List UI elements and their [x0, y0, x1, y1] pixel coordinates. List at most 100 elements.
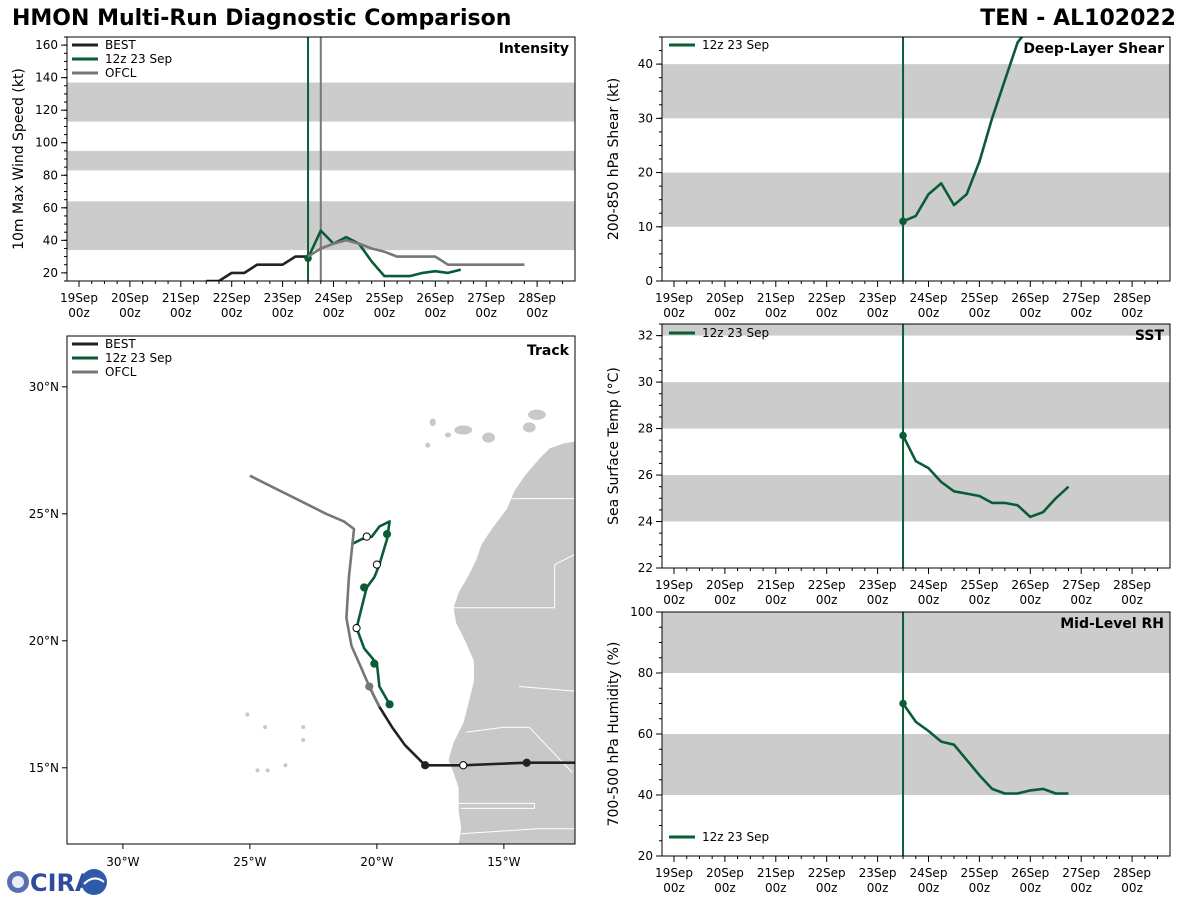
track-x-tick-label: 30°W — [106, 855, 139, 869]
track-marker-best — [522, 758, 531, 767]
sst-panel-title: SST — [1135, 328, 1165, 344]
intensity-x-tick-day: 24Sep — [315, 291, 353, 305]
cape-verde-island-4 — [301, 725, 306, 730]
country-border-3 — [458, 802, 535, 809]
shear-x-tick-hour: 00z — [969, 306, 991, 320]
track-x-tick-label: 20°W — [360, 855, 393, 869]
sst-x-tick-hour: 00z — [1070, 593, 1092, 607]
sst-x-tick-day: 20Sep — [706, 578, 744, 592]
rh-x-tick-hour: 00z — [918, 881, 940, 895]
canary-island-5 — [429, 418, 436, 427]
sst-series-run — [901, 434, 1070, 519]
sst-x-tick-hour: 00z — [765, 593, 787, 607]
shear-x-tick-day: 26Sep — [1011, 291, 1049, 305]
intensity-y-axis-label: 10m Max Wind Speed (kt) — [11, 68, 27, 250]
intensity-series-ofcl — [307, 239, 525, 267]
rh-x-tick-hour: 00z — [1121, 881, 1143, 895]
track-marker-best — [459, 761, 468, 770]
intensity-series-best — [206, 255, 308, 281]
sst-start-marker — [899, 431, 907, 440]
intensity-x-tick-hour: 00z — [221, 306, 243, 320]
track-y-tick-label: 15°N — [29, 761, 59, 775]
intensity-x-tick-day: 26Sep — [416, 291, 454, 305]
rh-y-tick-label: 40 — [638, 788, 653, 802]
shear-x-tick-day: 27Sep — [1062, 291, 1100, 305]
sst-band-1 — [662, 382, 1170, 429]
shear-x-tick-day: 25Sep — [960, 291, 998, 305]
intensity-legend-label: 12z 23 Sep — [105, 52, 172, 66]
intensity-x-tick-day: 23Sep — [264, 291, 302, 305]
track-marker-ofcl — [365, 682, 374, 691]
rh-x-tick-hour: 00z — [765, 881, 787, 895]
intensity-y-tick-label: 20 — [43, 266, 58, 280]
shear-y-tick-label: 20 — [638, 166, 653, 180]
shear-x-tick-day: 22Sep — [808, 291, 846, 305]
shear-y-axis-label: 200-850 hPa Shear (kt) — [606, 78, 622, 240]
shear-x-tick-hour: 00z — [918, 306, 940, 320]
page-title: HMON Multi-Run Diagnostic Comparison — [12, 6, 512, 31]
track-legend-label: 12z 23 Sep — [105, 351, 172, 365]
cape-verde-island-1 — [263, 725, 268, 730]
shear-x-tick-day: 23Sep — [859, 291, 897, 305]
cape-verde-island-6 — [265, 768, 270, 773]
intensity-x-tick-hour: 00z — [170, 306, 192, 320]
intensity-plot-area — [67, 37, 575, 281]
sst-x-tick-day: 24Sep — [910, 578, 948, 592]
intensity-x-tick-hour: 00z — [374, 306, 396, 320]
madeira-island — [451, 316, 461, 320]
sst-x-tick-hour: 00z — [816, 593, 838, 607]
sst-x-tick-hour: 00z — [969, 593, 991, 607]
sst-x-tick-hour: 00z — [663, 593, 685, 607]
rh-x-tick-day: 27Sep — [1062, 866, 1100, 880]
shear-y-tick-label: 40 — [638, 57, 653, 71]
rh-x-tick-day: 26Sep — [1011, 866, 1049, 880]
rh-x-tick-hour: 00z — [816, 881, 838, 895]
intensity-y-tick-label: 80 — [43, 168, 58, 182]
rh-x-tick-hour: 00z — [969, 881, 991, 895]
track-y-tick-label: 30°N — [29, 380, 59, 394]
rh-y-tick-label: 80 — [638, 666, 653, 680]
intensity-x-tick-hour: 00z — [475, 306, 497, 320]
rh-series-run — [901, 702, 1069, 795]
intensity-y-tick-label: 60 — [43, 201, 58, 215]
shear-x-tick-day: 21Sep — [757, 291, 795, 305]
intensity-x-tick-hour: 00z — [119, 306, 141, 320]
rh-x-tick-day: 20Sep — [706, 866, 744, 880]
cape-verde-island-3 — [255, 768, 260, 773]
sst-x-tick-day: 19Sep — [655, 578, 693, 592]
rh-x-tick-day: 21Sep — [757, 866, 795, 880]
shear-x-tick-hour: 00z — [765, 306, 787, 320]
rh-legend-label: 12z 23 Sep — [702, 830, 769, 844]
sst-plot-area — [662, 324, 1170, 568]
intensity-x-tick-hour: 00z — [526, 306, 548, 320]
intensity-x-tick-day: 27Sep — [467, 291, 505, 305]
africa-land — [447, 440, 575, 844]
shear-band-0 — [662, 172, 1170, 227]
country-border-5 — [519, 686, 575, 692]
rh-y-tick-label: 20 — [638, 849, 653, 863]
shear-x-tick-hour: 00z — [1070, 306, 1092, 320]
rh-y-tick-label: 60 — [638, 727, 653, 741]
rh-x-tick-day: 19Sep — [655, 866, 693, 880]
shear-y-tick-label: 10 — [638, 220, 653, 234]
canary-island-2 — [482, 432, 495, 443]
sst-y-tick-label: 32 — [638, 329, 653, 343]
track-marker-run — [352, 624, 361, 633]
intensity-x-tick-day: 22Sep — [213, 291, 251, 305]
shear-x-tick-hour: 00z — [816, 306, 838, 320]
canary-island-6 — [425, 442, 431, 448]
country-border-2 — [465, 726, 573, 774]
intensity-x-tick-day: 19Sep — [60, 291, 98, 305]
track-x-tick-label: 25°W — [233, 855, 266, 869]
sst-y-tick-label: 24 — [638, 515, 653, 529]
cape-verde-island-5 — [301, 737, 306, 742]
sst-y-tick-label: 28 — [638, 422, 653, 436]
rh-x-tick-hour: 00z — [663, 881, 685, 895]
rh-band-1 — [662, 612, 1170, 673]
shear-plot-area — [662, 37, 1170, 281]
intensity-y-tick-label: 40 — [43, 233, 58, 247]
